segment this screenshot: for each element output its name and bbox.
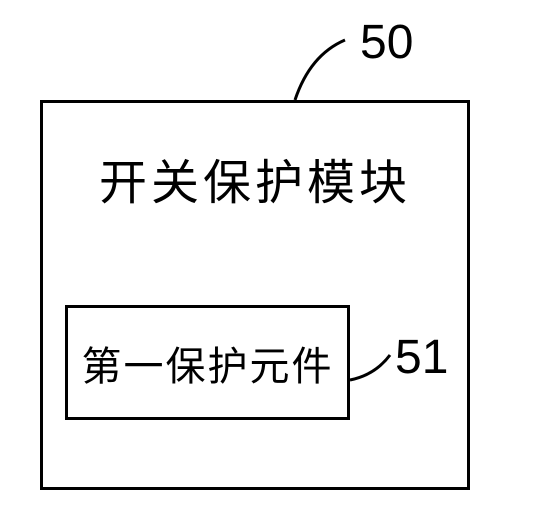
leader-line-51 (0, 0, 542, 526)
